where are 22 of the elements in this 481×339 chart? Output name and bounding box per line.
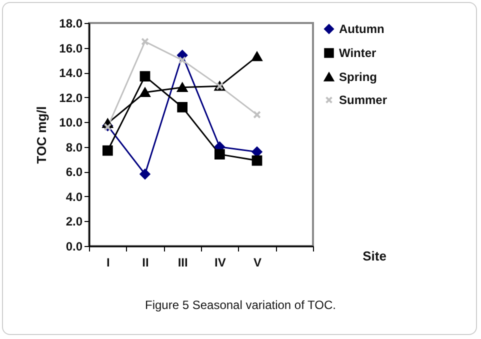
- y-tick-label: 8.0: [66, 140, 83, 154]
- y-tick-label: 2.0: [66, 214, 83, 229]
- y-tick-label: 14.0: [59, 66, 83, 80]
- x-tick-label: III: [178, 256, 188, 270]
- y-tick-label: 10.0: [59, 116, 83, 130]
- caption: Figure 5 Seasonal variation of TOC.: [144, 298, 337, 312]
- x-tick-label: II: [142, 256, 149, 270]
- y-tick-label: 16.0: [59, 41, 83, 56]
- y-tick-label: 12.0: [59, 90, 83, 105]
- y-tick-label: 6.0: [66, 165, 83, 180]
- y-axis-title: TOC mg/l: [34, 106, 50, 164]
- y-tick-label: 0.0: [66, 240, 83, 254]
- legend-label: Autumn: [339, 22, 384, 36]
- x-axis-title: Site: [362, 248, 386, 264]
- y-tick-label: 4.0: [66, 190, 83, 204]
- x-tick-label: I: [106, 256, 110, 270]
- x-tick-label: IV: [214, 256, 226, 270]
- x-tick-label: V: [253, 256, 262, 270]
- y-tick-label: 18.0: [59, 16, 83, 30]
- legend-label: Summer: [339, 93, 388, 107]
- legend-label: Spring: [339, 70, 377, 84]
- legend-label: Winter: [339, 46, 377, 60]
